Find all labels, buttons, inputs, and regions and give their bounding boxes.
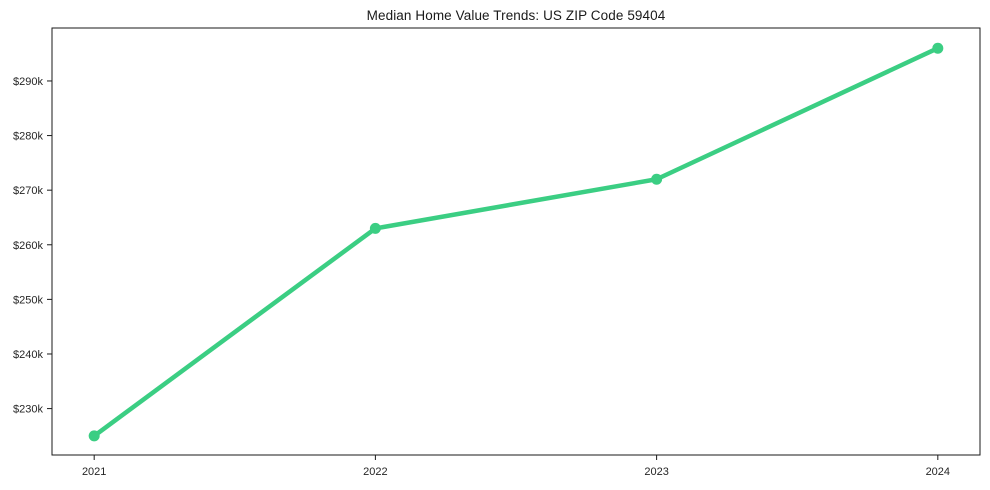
y-tick-label: $270k [13,185,43,197]
data-point-2021 [88,430,100,442]
data-point-2024 [932,42,944,54]
x-tick-label: 2021 [82,466,106,478]
x-tick-label: 2023 [644,466,668,478]
y-tick-label: $260k [13,240,43,252]
x-tick-label: 2022 [363,466,387,478]
y-tick-label: $230k [13,404,43,416]
plot-border [51,27,981,456]
chart-title: Median Home Value Trends: US ZIP Code 59… [366,8,666,23]
x-tick-label: 2024 [926,466,950,478]
y-tick-label: $240k [13,349,43,361]
data-point-2023 [651,173,663,185]
trend-line [91,45,941,439]
y-tick-label: $280k [13,131,43,143]
y-tick-label: $290k [13,76,43,88]
data-point-2022 [369,222,381,234]
y-tick-label: $250k [13,294,43,306]
